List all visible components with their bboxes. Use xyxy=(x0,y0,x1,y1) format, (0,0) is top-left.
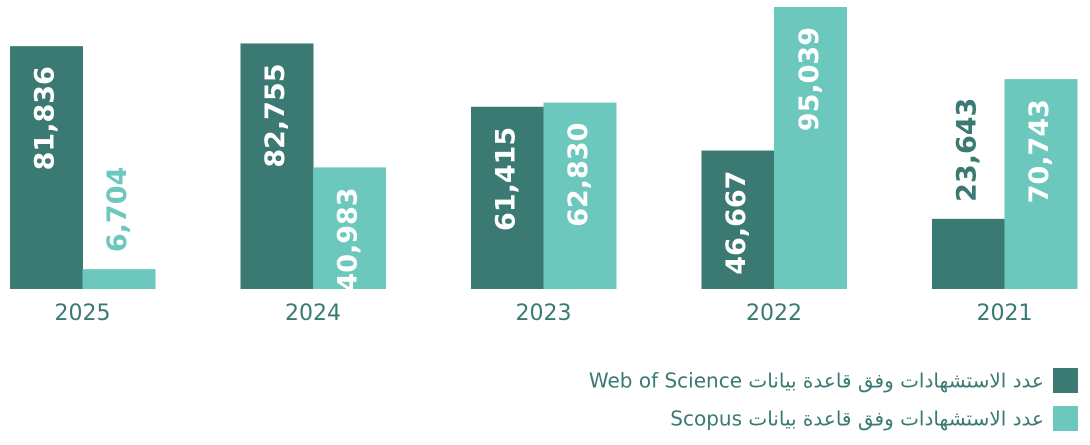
value-label: 23,643 xyxy=(952,98,983,202)
x-tick-label: 2024 xyxy=(285,301,341,326)
value-label: 61,415 xyxy=(491,127,522,231)
bar xyxy=(313,167,386,289)
value-label: 70,743 xyxy=(1024,99,1055,203)
bar xyxy=(774,7,847,289)
x-tick-label: 2023 xyxy=(516,301,572,326)
value-label: 62,830 xyxy=(563,123,594,227)
value-label: 82,755 xyxy=(260,63,291,167)
bar xyxy=(543,102,617,289)
legend-label: عدد الاستشهادات وفق قاعدة بيانات Web of … xyxy=(589,369,1044,393)
value-label: 40,983 xyxy=(333,187,364,291)
value-label: 6,704 xyxy=(102,167,133,252)
legend-swatch xyxy=(1053,406,1078,431)
legend-label: عدد الاستشهادات وفق قاعدة بيانات Scopus xyxy=(670,407,1044,431)
value-label: 81,836 xyxy=(30,66,61,170)
bar xyxy=(1004,79,1078,290)
bar xyxy=(471,106,544,290)
bar xyxy=(82,269,156,289)
value-label: 46,667 xyxy=(721,171,752,275)
x-tick-label: 2025 xyxy=(55,301,111,326)
x-tick-label: 2021 xyxy=(977,301,1033,326)
value-label: 95,039 xyxy=(794,27,825,131)
bar xyxy=(701,150,775,289)
legend-swatch xyxy=(1053,368,1078,393)
bar xyxy=(932,218,1005,289)
bar xyxy=(240,43,314,289)
bar xyxy=(10,46,83,289)
x-tick-label: 2022 xyxy=(746,301,802,326)
